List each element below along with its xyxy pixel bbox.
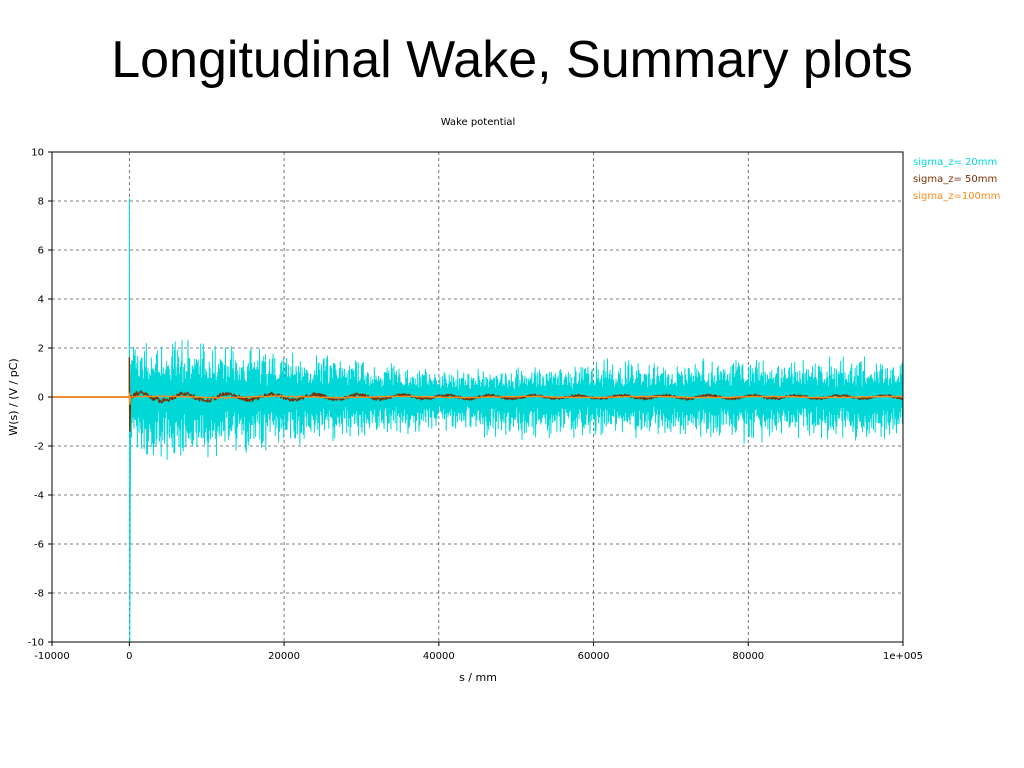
y-tick-label: 0 <box>38 393 44 404</box>
legend-entry-1: sigma_z= 20mm <box>913 157 997 168</box>
x-tick-label: -10000 <box>34 651 69 662</box>
y-tick-label: -10 <box>28 638 44 649</box>
y-tick-label: -8 <box>34 589 44 600</box>
slide-title: Longitudinal Wake, Summary plots <box>111 31 913 89</box>
ticks: -10000 0 20000 40000 60000 80000 1e+005 -10 -8 -6… <box>28 148 923 663</box>
legend-entry-2: sigma_z= 50mm <box>913 174 997 185</box>
series-line-3 <box>52 392 903 406</box>
y-tick-label: -4 <box>34 491 44 502</box>
series-group <box>52 198 904 643</box>
legend-entry-3: sigma_z=100mm <box>913 191 1000 202</box>
y-tick-label: 6 <box>38 246 44 257</box>
x-tick-label: 60000 <box>578 651 610 662</box>
x-tick-label: 40000 <box>423 651 455 662</box>
wake-potential-chart: Wake potential -10000 0 20000 40000 60000 800… <box>7 117 1000 684</box>
y-tick-label: 4 <box>38 295 44 306</box>
legend: sigma_z= 20mm sigma_z= 50mm sigma_z=100mm <box>913 157 1000 202</box>
y-axis-label: W(s) / (V / pC) <box>7 358 20 435</box>
y-tick-label: 8 <box>38 197 44 208</box>
series-line-1 <box>52 198 904 643</box>
x-tick-label: 80000 <box>732 651 764 662</box>
y-tick-label: -6 <box>34 540 44 551</box>
x-tick-label: 20000 <box>268 651 300 662</box>
y-tick-label: 2 <box>38 344 44 355</box>
y-tick-label: 10 <box>31 148 44 159</box>
x-tick-label: 1e+005 <box>883 651 923 662</box>
x-axis-label: s / mm <box>459 671 497 684</box>
series-line-2 <box>52 357 903 432</box>
x-tick-label: 0 <box>126 651 132 662</box>
chart-title: Wake potential <box>441 117 516 128</box>
y-tick-label: -2 <box>34 442 44 453</box>
